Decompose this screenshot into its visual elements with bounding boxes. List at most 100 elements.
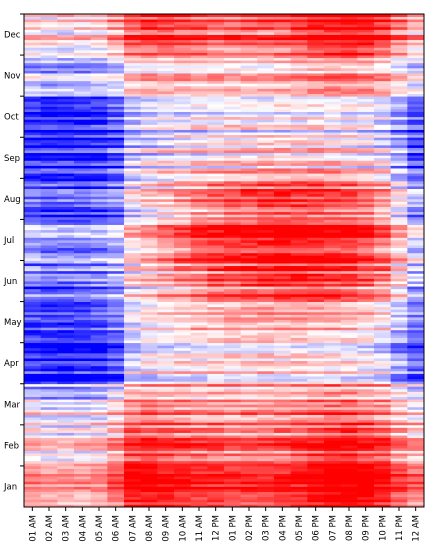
heatmap-cell (57, 496, 75, 500)
heatmap-cell (140, 121, 158, 125)
heatmap-cell (190, 388, 208, 392)
heatmap-cell (107, 260, 125, 264)
heatmap-cell (57, 447, 75, 451)
heatmap-cell (57, 34, 75, 38)
heatmap-cell (57, 268, 75, 272)
heatmap-cell (40, 491, 58, 495)
heatmap-cell (207, 147, 225, 151)
heatmap-cell (174, 347, 192, 351)
heatmap-cell (190, 188, 208, 192)
heatmap-cell (24, 221, 42, 225)
heatmap-cell (107, 432, 125, 436)
heatmap-cell (157, 109, 175, 112)
heatmap-cell (190, 237, 208, 241)
heatmap-cell (40, 257, 58, 261)
heatmap-cell (174, 378, 192, 382)
heatmap-cell (107, 376, 125, 380)
heatmap-cell (124, 24, 142, 28)
heatmap-cell (307, 334, 325, 338)
heatmap-cell (224, 319, 242, 323)
heatmap-cell (274, 329, 292, 333)
heatmap-cell (24, 350, 42, 354)
heatmap-cell (357, 376, 375, 380)
heatmap-cell (124, 37, 142, 41)
x-tick-label: 02 PM (245, 515, 255, 541)
heatmap-cell (157, 347, 175, 351)
heatmap-cell (307, 196, 325, 200)
heatmap-cell (257, 178, 275, 182)
heatmap-cell (340, 152, 358, 156)
heatmap-cell (224, 170, 242, 174)
heatmap-cell (407, 499, 425, 503)
heatmap-cell (140, 365, 158, 369)
heatmap-cell (90, 178, 108, 182)
heatmap-cell (274, 337, 292, 341)
heatmap-cell (307, 304, 325, 308)
heatmap-cell (274, 314, 292, 318)
heatmap-cell (324, 494, 342, 498)
heatmap-cell (190, 332, 208, 336)
heatmap-cell (257, 21, 275, 25)
heatmap-cell (407, 116, 425, 120)
heatmap-cell (324, 363, 342, 367)
heatmap-cell (90, 322, 108, 326)
heatmap-cell (190, 211, 208, 215)
heatmap-cell (40, 247, 58, 251)
heatmap-cell (274, 103, 292, 107)
heatmap-cell (207, 309, 225, 313)
heatmap-cell (324, 55, 342, 59)
heatmap-cell (124, 283, 142, 287)
heatmap-cell (340, 168, 358, 172)
heatmap-cell (40, 109, 58, 112)
heatmap-cell (224, 399, 242, 403)
heatmap-cell (290, 26, 308, 30)
heatmap-cell (224, 437, 242, 441)
heatmap-cell (74, 504, 92, 508)
heatmap-cell (357, 173, 375, 177)
heatmap-cell (407, 26, 425, 30)
heatmap-cell (74, 52, 92, 56)
heatmap-cell (357, 340, 375, 344)
heatmap-cell (24, 93, 42, 97)
heatmap-cell (140, 55, 158, 59)
heatmap-cell (224, 265, 242, 269)
heatmap-cell (157, 322, 175, 326)
heatmap-cell (207, 129, 225, 133)
heatmap-cell (274, 155, 292, 159)
heatmap-cell (374, 404, 392, 408)
heatmap-cell (390, 363, 408, 367)
heatmap-cell (274, 196, 292, 200)
heatmap-cell (290, 399, 308, 403)
heatmap-cell (340, 283, 358, 287)
heatmap-cell (240, 37, 258, 41)
heatmap-cell (174, 273, 192, 277)
heatmap-cell (24, 191, 42, 195)
heatmap-cell (324, 270, 342, 274)
heatmap-cell (374, 214, 392, 218)
heatmap-cell (224, 109, 242, 112)
heatmap-cell (107, 191, 125, 195)
heatmap-cell (274, 85, 292, 89)
heatmap-cell (74, 288, 92, 292)
heatmap-cell (290, 422, 308, 426)
heatmap-cell (407, 345, 425, 349)
heatmap-cell (257, 237, 275, 241)
heatmap-cell (274, 242, 292, 246)
heatmap-cell (224, 296, 242, 300)
heatmap-cell (90, 119, 108, 123)
heatmap-cell (90, 360, 108, 364)
heatmap-cell (357, 499, 375, 503)
heatmap-cell (157, 417, 175, 421)
heatmap-cell (74, 465, 92, 469)
heatmap-cell (190, 242, 208, 246)
heatmap-cell (240, 214, 258, 218)
heatmap-cell (207, 499, 225, 503)
heatmap-cell (357, 273, 375, 277)
heatmap-cell (357, 458, 375, 462)
heatmap-cell (324, 224, 342, 228)
heatmap-cell (157, 350, 175, 354)
heatmap-cell (290, 301, 308, 305)
heatmap-cell (107, 378, 125, 382)
heatmap-cell (257, 26, 275, 30)
heatmap-cell (324, 173, 342, 177)
